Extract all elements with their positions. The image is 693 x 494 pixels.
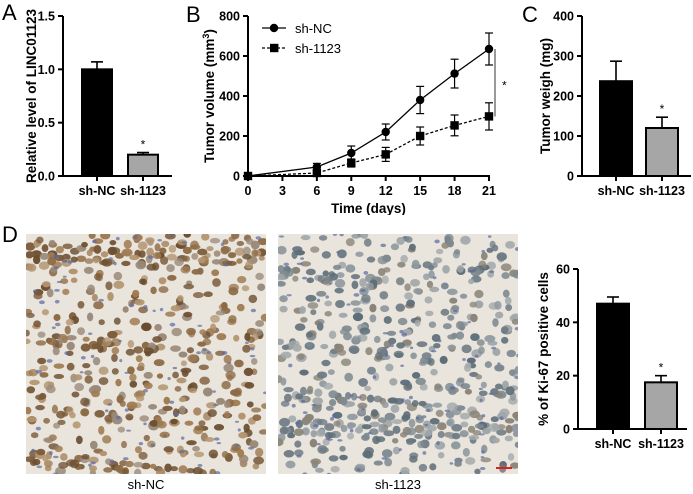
bar-sh-1123: [645, 127, 679, 177]
data-point: [243, 171, 253, 181]
data-point: [484, 44, 494, 54]
legend-marker: [269, 23, 279, 33]
y-tick-label: 40: [556, 316, 570, 330]
data-point: [415, 131, 425, 141]
micrograph-caption-sh-1123: sh-1123: [374, 477, 421, 492]
y-axis-label: % of Ki-67 positive cells: [536, 272, 551, 426]
micrograph-caption-sh-nc: sh-NC: [127, 477, 165, 492]
y-tick-label: 1.0: [38, 63, 55, 77]
data-point: [381, 150, 390, 159]
x-tick-label: 0: [245, 184, 252, 198]
panel-label-c: C: [522, 2, 538, 27]
x-tick-label: 18: [448, 184, 462, 198]
y-axis-label: Tumor weigh (mg): [538, 38, 553, 154]
bar-sh-1123: [127, 153, 159, 178]
significance-marker: *: [502, 79, 507, 93]
x-tick-label: 12: [379, 184, 393, 198]
x-tick-label: sh-NC: [595, 437, 632, 450]
y-axis-label: Relative level of LINC01123: [24, 8, 39, 183]
y-tick-label: 400: [219, 90, 240, 104]
x-tick-label: 3: [279, 184, 286, 198]
x-tick-label: 15: [413, 184, 427, 198]
y-tick-label: 60: [556, 263, 570, 277]
chart-b: 0 200 400 600 800 0 3 6 9 12 15 18 21 Time (days) Tumo…: [201, 10, 507, 216]
data-point: [415, 95, 425, 105]
micrograph-sh-nc: [26, 234, 266, 474]
y-tick-label: 1.5: [38, 10, 55, 24]
data-point: [347, 148, 356, 158]
series-line-sh-NC: [247, 48, 490, 177]
significance-marker: *: [141, 138, 146, 152]
y-tick-label: 400: [553, 10, 574, 24]
x-tick-label: sh-NC: [79, 184, 116, 198]
y-tick-label: 600: [219, 50, 240, 64]
x-tick-label: 9: [348, 184, 355, 198]
chart-d: 0 20 40 60 sh-NC sh-1123 * % of Ki-67 positive …: [536, 263, 687, 450]
significance-marker: *: [659, 361, 664, 375]
y-axis-label: Tumor volume (mm3): [201, 29, 217, 163]
legend-label: sh-NC: [295, 21, 332, 36]
micrograph-sh-1123: [278, 234, 518, 474]
y-tick-label: 0: [233, 170, 240, 184]
y-tick-label: 300: [553, 50, 574, 64]
bar-sh-NC: [599, 80, 633, 177]
panel-label-b: B: [186, 2, 201, 27]
y-tick-label: 200: [219, 130, 240, 144]
scale-bar: [496, 467, 512, 469]
data-point: [450, 69, 459, 78]
y-tick-label: 0: [567, 170, 574, 184]
chart-c: 0 100 200 300 400 sh-NC sh-1123 * Tumor weigh (m…: [538, 10, 691, 198]
legend-marker: [270, 43, 279, 53]
significance-marker: *: [660, 102, 665, 116]
data-point: [381, 127, 390, 137]
bar-sh-NC: [81, 68, 113, 177]
y-tick-label: 800: [219, 10, 240, 24]
data-point: [347, 158, 356, 168]
bar-sh-1123: [644, 381, 678, 430]
y-tick-label: 100: [553, 130, 574, 144]
legend-label: sh-1123: [295, 41, 341, 56]
data-point: [484, 112, 494, 121]
y-tick-label: 200: [553, 90, 574, 104]
x-tick-label: sh-1123: [638, 437, 684, 450]
y-tick-label: 0.5: [38, 116, 55, 130]
chart-a: 0.0 0.5 1.0 1.5 sh-NC sh-1123 * Relative level …: [24, 8, 172, 198]
y-tick-label: 20: [556, 369, 570, 383]
x-tick-label: sh-NC: [598, 184, 635, 198]
x-axis-label: Time (days): [331, 201, 406, 215]
y-tick-label: 0: [563, 423, 570, 437]
data-point: [312, 168, 322, 178]
data-point: [450, 121, 459, 130]
x-tick-label: sh-1123: [639, 184, 685, 198]
x-tick-label: 21: [482, 184, 496, 198]
x-tick-label: sh-1123: [120, 184, 166, 198]
panel-label-a: A: [2, 0, 17, 25]
x-tick-label: 6: [313, 184, 320, 198]
panel-label-d: D: [2, 222, 18, 247]
bar-sh-NC: [596, 302, 630, 431]
y-tick-label: 0.0: [38, 170, 55, 184]
